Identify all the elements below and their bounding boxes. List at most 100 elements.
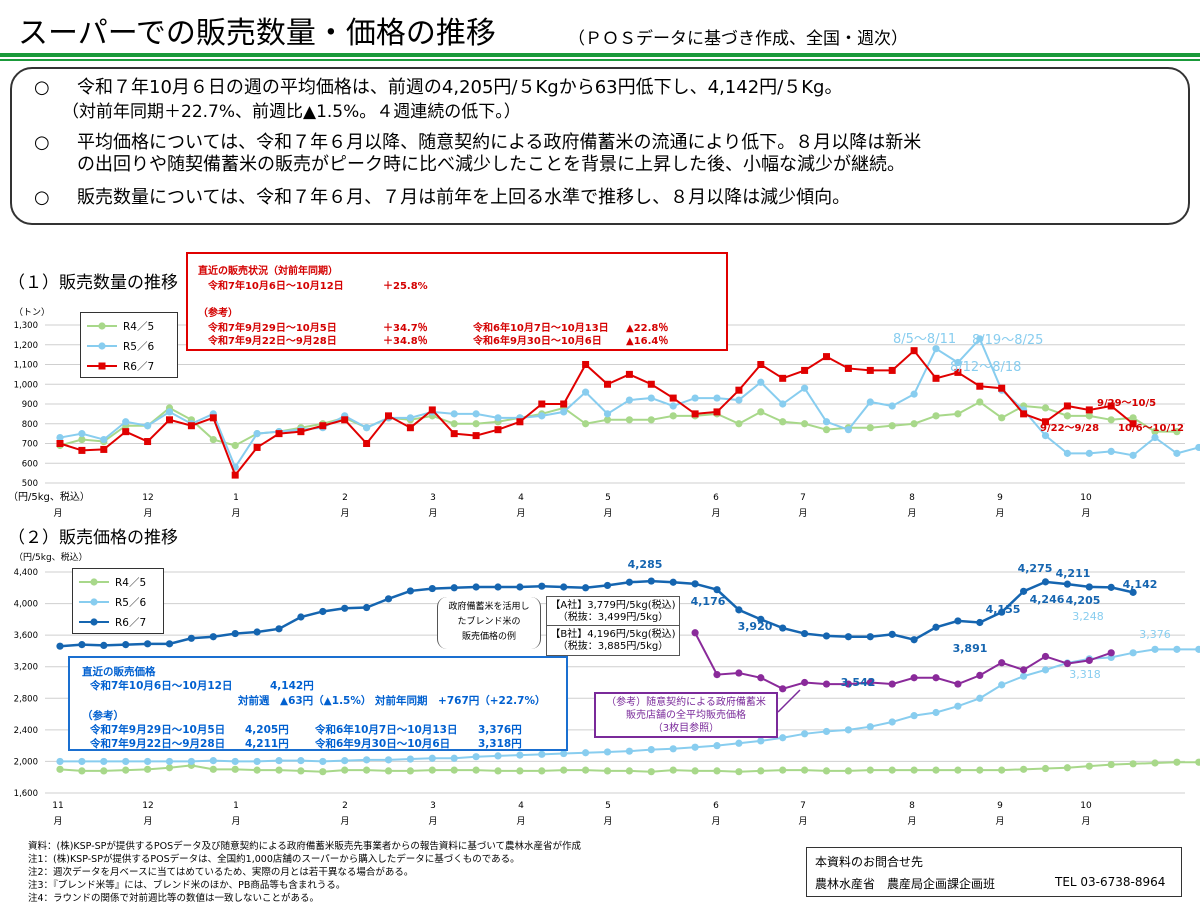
- contact-title: 本資料のお問合せ先: [815, 855, 924, 869]
- x-tick-label: 10: [1080, 493, 1092, 503]
- data-point: [385, 412, 392, 420]
- data-point: [472, 753, 480, 761]
- data-point: [932, 674, 940, 682]
- price-current-period: 令和7年10月6日～10月12日: [90, 680, 233, 692]
- data-point: [231, 757, 239, 766]
- data-point: [406, 767, 414, 775]
- data-point: [954, 410, 962, 418]
- data-point: [406, 587, 414, 595]
- data-point: [560, 766, 568, 774]
- legend-swatch: [87, 342, 117, 350]
- volume-current-value: ＋25.8%: [383, 281, 428, 292]
- data-point: [319, 757, 327, 766]
- x-tick-label: 2: [342, 801, 348, 811]
- x-tick-month: 月: [428, 508, 437, 519]
- data-label: 3,891: [953, 642, 988, 655]
- data-point: [538, 582, 546, 590]
- data-point: [494, 752, 502, 760]
- blend-note-line: 政府備蓄米を活用し: [448, 602, 530, 612]
- x-tick-label: 1: [233, 801, 239, 811]
- data-point: [100, 757, 108, 766]
- data-point: [669, 402, 677, 410]
- data-point: [757, 615, 765, 623]
- y-tick-label: 500: [22, 479, 38, 489]
- data-point: [231, 471, 239, 479]
- data-point: [341, 416, 349, 424]
- data-label: 3,318: [1069, 668, 1101, 681]
- data-point: [231, 629, 239, 638]
- data-point: [165, 757, 174, 766]
- data-point: [582, 584, 590, 592]
- price-ref-value: 4,211円: [245, 738, 289, 750]
- data-point: [1107, 583, 1115, 591]
- data-point: [603, 748, 612, 756]
- data-point: [78, 767, 86, 775]
- data-point: [954, 617, 962, 625]
- data-point: [691, 629, 699, 637]
- data-point: [603, 581, 612, 590]
- data-point: [1063, 412, 1071, 420]
- series-annotation: 8/19～8/25: [972, 333, 1043, 348]
- data-label: 4,285: [628, 558, 663, 571]
- data-point: [998, 608, 1006, 616]
- data-point: [363, 603, 371, 612]
- data-point: [341, 766, 349, 774]
- data-point: [757, 408, 765, 416]
- data-point: [888, 718, 896, 726]
- data-point: [78, 446, 86, 454]
- data-point: [866, 398, 874, 406]
- page-title: スーパーでの販売数量・価格の推移: [18, 16, 496, 51]
- y-tick-label: 900: [22, 400, 38, 410]
- data-point: [779, 734, 787, 742]
- data-point: [582, 766, 590, 774]
- volume-ref-label: （参考）: [198, 308, 238, 319]
- data-point: [757, 378, 765, 386]
- data-point: [910, 390, 918, 398]
- data-point: [1151, 428, 1159, 436]
- data-point: [757, 361, 765, 368]
- data-point: [538, 767, 546, 775]
- x-tick-label: 5: [605, 493, 611, 503]
- data-point: [144, 757, 152, 766]
- summary-price-detail: （対前年同期＋22.7%、前週比▲1.5%。４週連続の低下。）: [62, 102, 521, 122]
- x-tick-label: 9: [997, 801, 1003, 811]
- data-point: [669, 745, 677, 753]
- data-point: [844, 364, 852, 372]
- data-point: [779, 766, 787, 774]
- x-tick-month: 月: [428, 816, 437, 827]
- data-point: [122, 641, 130, 649]
- chart1-legend: R4／5 R5／6 R6／7: [80, 312, 178, 378]
- data-point: [1063, 764, 1071, 772]
- data-label: 3,542: [841, 676, 876, 689]
- data-point: [801, 766, 809, 774]
- data-point: [603, 416, 612, 424]
- data-point: [582, 749, 590, 757]
- company-a-price-excl: （税抜：3,499円/5kg）: [557, 612, 669, 623]
- header-divider: [0, 53, 1200, 57]
- legend-label: R4／5: [115, 577, 147, 589]
- series-annotation: 9/22～9/28: [1040, 423, 1099, 434]
- data-point: [998, 681, 1006, 689]
- data-point: [1107, 402, 1115, 410]
- x-tick-month: 月: [995, 816, 1004, 827]
- data-point: [1063, 580, 1071, 588]
- legend-item: R4／5: [87, 318, 177, 334]
- data-point: [122, 428, 130, 436]
- data-point: [625, 767, 634, 775]
- x-tick-label: 12: [142, 493, 153, 503]
- data-point: [779, 418, 787, 426]
- data-point: [538, 750, 546, 758]
- data-point: [144, 438, 152, 446]
- data-point: [165, 764, 174, 772]
- x-tick-month: 月: [143, 508, 152, 519]
- data-point: [1195, 443, 1200, 452]
- data-point: [976, 694, 984, 702]
- data-point: [1063, 449, 1071, 457]
- data-point: [166, 416, 173, 424]
- x-tick-month: 月: [711, 508, 720, 519]
- data-point: [56, 433, 64, 442]
- data-point: [538, 412, 546, 420]
- data-point: [363, 766, 371, 774]
- data-point: [78, 641, 86, 649]
- x-tick-month: 月: [1081, 508, 1090, 519]
